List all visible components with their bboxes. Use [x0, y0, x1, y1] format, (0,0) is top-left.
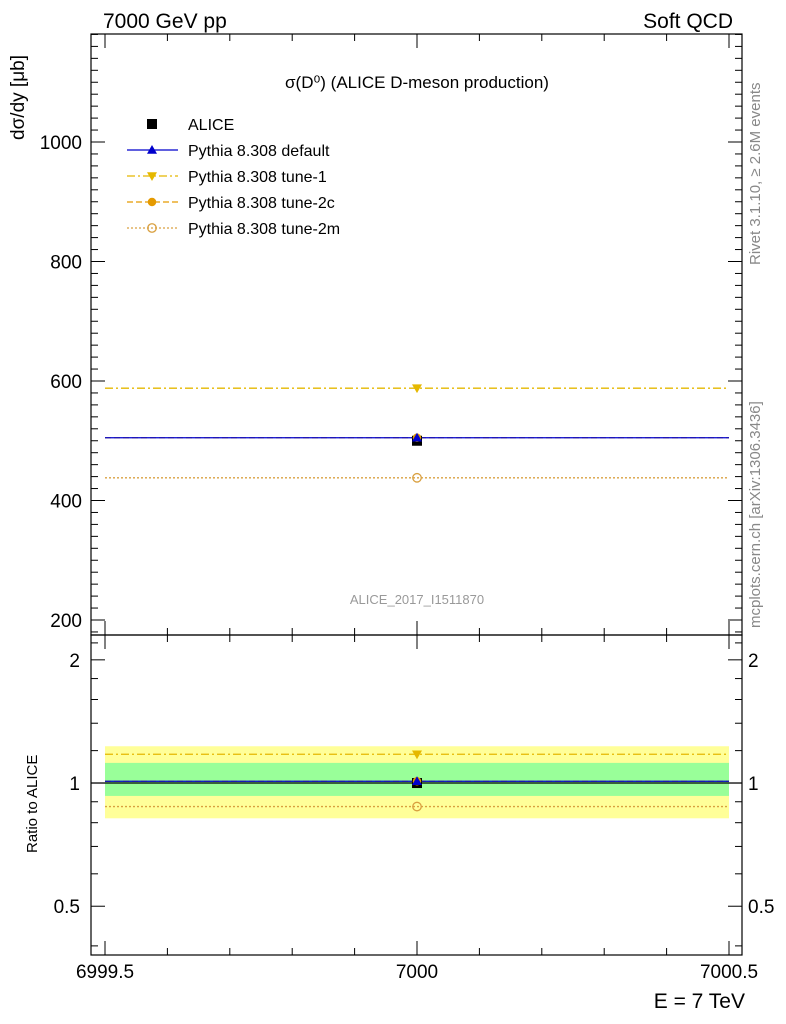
y-tick-label: 800 — [50, 253, 82, 274]
ratio-plot-panel: 0.5 0.5 1 1 2 2 6999.5 7000 7000.5 Ratio to ALI… — [24, 34, 774, 1013]
main-series-layer — [105, 384, 729, 483]
marker-triangle-down — [147, 172, 157, 181]
ratio-y-axis: 0.5 0.5 1 1 2 2 — [54, 642, 774, 947]
ratio-y-tick-label: 1 — [69, 774, 80, 795]
ratio-y-tick-label: 0.5 — [54, 897, 80, 918]
marker-triangle-down — [412, 750, 422, 760]
ratio-y-tick-label-right: 2 — [748, 651, 759, 672]
marker-triangle-up — [412, 776, 422, 786]
ratio-y-axis-label: Ratio to ALICE — [24, 755, 41, 853]
marker-triangle-up — [147, 145, 157, 154]
main-y-axis-label: dσ/dy [μb] — [8, 55, 29, 140]
ratio-y-tick-label-right: 1 — [748, 774, 759, 795]
legend-label: Pythia 8.308 tune-1 — [188, 169, 327, 186]
header-left: 7000 GeV pp — [103, 10, 227, 33]
legend-label: ALICE — [188, 117, 234, 134]
main-title: σ(D⁰) (ALICE D-meson production) — [285, 73, 549, 92]
y-tick-label: 600 — [50, 372, 82, 393]
marker-open-circle — [412, 472, 422, 483]
rivet-label: Rivet 3.1.10, ≥ 2.6M events — [747, 83, 764, 266]
ratio-series-layer — [105, 750, 729, 812]
x-tick-label: 7000 — [396, 962, 438, 983]
legend-label: Pythia 8.308 tune-2c — [188, 195, 335, 212]
x-axis-label: E = 7 TeV — [654, 990, 745, 1013]
mcplots-label: mcplots.cern.ch [arXiv:1306.3436] — [747, 401, 764, 628]
marker-open-circle — [412, 801, 422, 812]
data-marker — [147, 119, 157, 129]
legend-label: Pythia 8.308 tune-2m — [188, 221, 340, 238]
x-tick-label: 6999.5 — [76, 962, 134, 983]
main-y-axis: 200 400 600 800 1000 — [40, 33, 742, 633]
ratio-y-tick-label-right: 0.5 — [748, 897, 774, 918]
legend-label: Pythia 8.308 default — [188, 143, 330, 160]
ratio-panel-frame — [90, 634, 743, 956]
main-plot-panel: 200 400 600 800 1000 ALICE Pythia 8.308 defau… — [8, 33, 743, 636]
y-tick-label: 400 — [50, 492, 82, 513]
y-tick-label: 200 — [50, 611, 82, 632]
marker-triangle-up — [412, 432, 422, 442]
x-tick-label: 7000.5 — [700, 962, 758, 983]
x-axis: 6999.5 7000 7000.5 — [76, 34, 758, 983]
y-tick-label: 1000 — [40, 133, 82, 154]
marker-circle — [147, 197, 157, 207]
header-right: Soft QCD — [643, 10, 733, 33]
marker-open-circle — [147, 223, 157, 233]
legend: ALICE Pythia 8.308 default Pythia 8.308 tu… — [127, 117, 340, 238]
ratio-y-tick-label: 2 — [69, 651, 80, 672]
marker-triangle-down — [412, 384, 422, 394]
analysis-label: ALICE_2017_I1511870 — [350, 592, 484, 607]
